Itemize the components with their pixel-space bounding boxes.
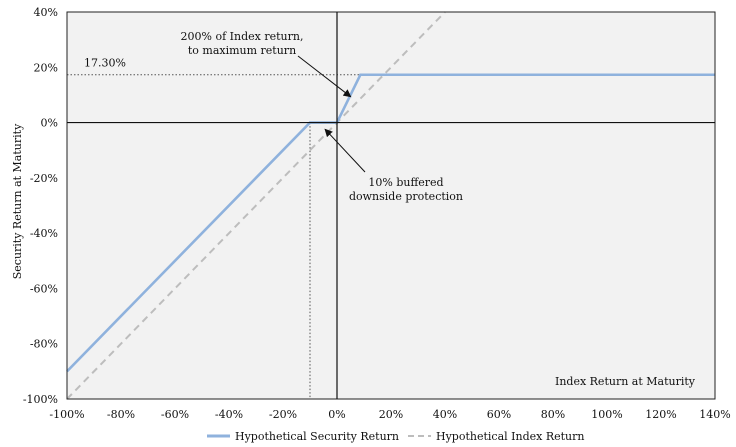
x-tick-label: 140% (699, 408, 730, 421)
x-tick-label: 40% (433, 408, 457, 421)
y-tick-label: 40% (34, 6, 58, 19)
plot-background (67, 12, 715, 399)
x-tick-labels: -100% -80% -60% -40% -20% 0% 20% 40% 60% 80% 100% 1… (49, 408, 730, 421)
legend-label-security: Hypothetical Security Return (235, 430, 399, 443)
y-axis-label: Security Return at Maturity (11, 123, 24, 279)
axes (66, 11, 716, 400)
x-tick-label: 60% (487, 408, 511, 421)
annotation-arrow-0 (297, 55, 352, 98)
x-tick-label: 20% (379, 408, 403, 421)
plot-frame (66, 11, 716, 400)
x-tick-label: -20% (269, 408, 297, 421)
x-tick-label: 80% (541, 408, 565, 421)
x-tick-label: -60% (161, 408, 189, 421)
y-tick-label: -100% (23, 393, 58, 406)
y-tick-label: 20% (34, 61, 58, 74)
legend-label-index: Hypothetical Index Return (436, 430, 584, 443)
x-tick-label: 100% (591, 408, 622, 421)
y-tick-label: 0% (41, 117, 58, 130)
max-return-label: 17.30% (84, 57, 126, 70)
annotations: 200% of Index return, to maximum return 10… (181, 30, 463, 203)
y-tick-label: -20% (30, 172, 58, 185)
y-tick-labels: -100% -80% -60% -40% -20% 0% 20% 40% (23, 6, 58, 406)
series-line-1 (66, 11, 446, 400)
x-tick-label: -100% (49, 408, 84, 421)
x-tick-label: 0% (328, 408, 345, 421)
annotation-0: 200% of Index return, to maximum return (181, 30, 304, 57)
annotation-1: 10% buffered downside protection (349, 176, 463, 203)
y-tick-label: -80% (30, 338, 58, 351)
legend: Hypothetical Security Return Hypothetica… (207, 430, 584, 443)
x-axis-label: Index Return at Maturity (555, 375, 696, 388)
y-tick-label: -60% (30, 282, 58, 295)
x-tick-label: 120% (645, 408, 676, 421)
y-tick-label: -40% (30, 227, 58, 240)
x-tick-label: -40% (215, 408, 243, 421)
annotation-arrow-1 (324, 128, 366, 173)
x-tick-label: -80% (107, 408, 135, 421)
